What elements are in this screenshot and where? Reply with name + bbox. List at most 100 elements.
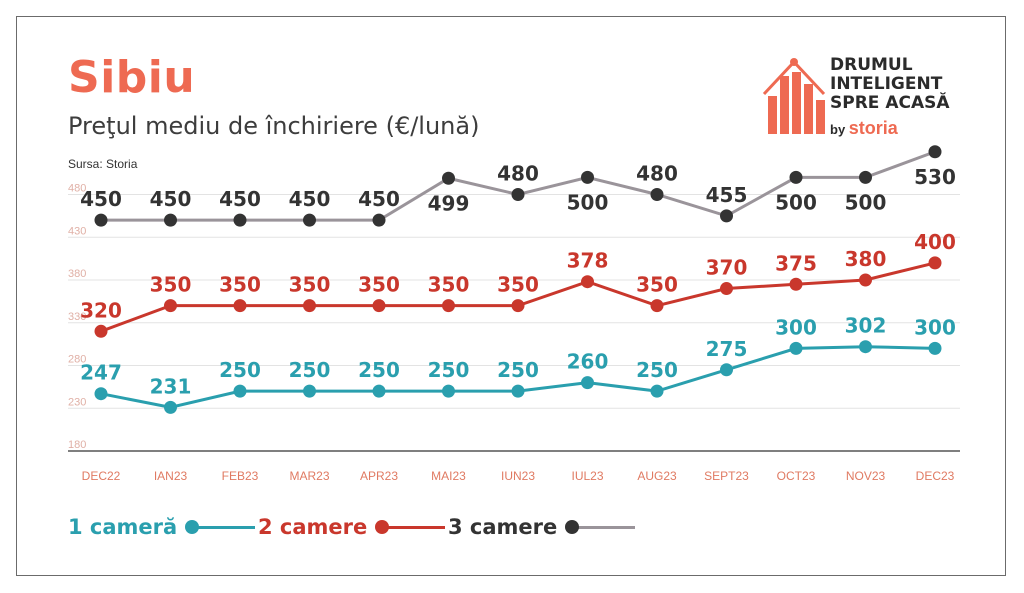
x-tick-label: MAR23 xyxy=(289,469,329,483)
data-point xyxy=(511,299,525,313)
data-point xyxy=(789,170,803,184)
data-point xyxy=(511,384,525,398)
x-tick-label: IUN23 xyxy=(501,469,535,483)
data-label: 450 xyxy=(358,187,400,211)
data-label: 500 xyxy=(775,190,817,214)
data-point xyxy=(94,387,108,401)
data-label: 450 xyxy=(219,187,261,211)
house-bars-logo-icon xyxy=(762,58,826,134)
data-label: 380 xyxy=(845,247,887,271)
y-tick-label: 230 xyxy=(68,396,86,408)
data-point xyxy=(789,277,803,291)
data-label: 499 xyxy=(428,191,470,215)
y-tick-label: 430 xyxy=(68,225,86,237)
y-tick-label: 480 xyxy=(68,183,86,195)
x-tick-label: DEC23 xyxy=(916,469,955,483)
legend-item-2-camere: 2 camere xyxy=(258,510,446,544)
chart-subtitle: Preţul mediu de închiriere (€/lună) xyxy=(68,112,480,140)
data-label: 250 xyxy=(636,358,678,382)
data-point xyxy=(720,209,733,223)
data-point xyxy=(372,213,386,227)
data-label: 350 xyxy=(636,273,678,297)
data-point xyxy=(650,188,664,201)
x-tick-label: OCT23 xyxy=(777,469,816,483)
data-point xyxy=(94,324,108,338)
x-tick-label: MAI23 xyxy=(431,469,466,483)
data-label: 250 xyxy=(289,358,331,382)
chart-frame xyxy=(16,16,1006,576)
x-tick-label: IUL23 xyxy=(571,469,603,483)
data-point xyxy=(859,170,872,184)
data-point xyxy=(442,384,455,398)
data-point xyxy=(720,363,733,377)
data-point xyxy=(511,188,525,201)
legend-swatch xyxy=(375,520,446,534)
legend-label: 1 cameră xyxy=(68,515,178,539)
data-label: 350 xyxy=(289,273,331,297)
y-tick-label: 330 xyxy=(68,311,86,323)
data-point xyxy=(581,275,594,289)
data-point xyxy=(94,213,108,227)
legend-swatch xyxy=(185,520,256,534)
data-point xyxy=(581,170,594,184)
data-label: 250 xyxy=(358,358,400,382)
data-label: 450 xyxy=(80,187,122,211)
data-point xyxy=(164,213,177,227)
data-point xyxy=(859,340,872,354)
data-label: 450 xyxy=(289,187,331,211)
data-point xyxy=(164,400,177,414)
y-tick-label: 380 xyxy=(68,268,86,280)
storia-logo: DRUMUL INTELIGENT SPRE ACASĂ by storia xyxy=(760,54,970,144)
data-label: 500 xyxy=(845,190,887,214)
y-tick-label: 180 xyxy=(68,439,86,451)
data-point xyxy=(789,341,803,355)
legend-item-1-camera: 1 cameră xyxy=(68,510,256,544)
data-label: 300 xyxy=(914,315,956,339)
data-label: 480 xyxy=(636,162,678,186)
data-label: 500 xyxy=(567,190,609,214)
data-label: 455 xyxy=(706,183,748,207)
data-point xyxy=(303,213,316,227)
data-point xyxy=(233,299,247,313)
data-label: 450 xyxy=(150,187,192,211)
data-label: 350 xyxy=(497,273,539,297)
x-tick-label: NOV23 xyxy=(846,469,886,483)
data-point xyxy=(442,171,455,185)
legend-swatch xyxy=(565,520,636,534)
data-point xyxy=(650,384,664,398)
data-label: 350 xyxy=(428,273,470,297)
data-label: 480 xyxy=(497,162,539,186)
data-point xyxy=(859,273,872,287)
data-point xyxy=(928,145,942,159)
data-point xyxy=(581,376,594,390)
data-point xyxy=(303,299,316,313)
x-tick-label: FEB23 xyxy=(222,469,259,483)
x-tick-label: IAN23 xyxy=(154,469,188,483)
data-label: 350 xyxy=(150,273,192,297)
data-label: 231 xyxy=(150,374,192,398)
data-label: 370 xyxy=(706,256,748,280)
data-label: 530 xyxy=(914,165,956,189)
data-label: 350 xyxy=(358,273,400,297)
y-tick-label: 280 xyxy=(68,354,86,366)
x-tick-label: SEPT23 xyxy=(704,469,749,483)
data-label: 350 xyxy=(219,273,261,297)
legend-label: 2 camere xyxy=(258,515,368,539)
data-label: 375 xyxy=(775,251,817,275)
data-label: 320 xyxy=(80,298,122,322)
data-point xyxy=(233,384,247,398)
data-label: 378 xyxy=(567,249,609,273)
legend-item-3-camere: 3 camere xyxy=(448,510,636,544)
x-tick-label: APR23 xyxy=(360,469,398,483)
legend-label: 3 camere xyxy=(448,515,558,539)
data-point xyxy=(164,299,177,313)
data-point xyxy=(650,299,664,313)
logo-byline: by storia xyxy=(830,118,898,138)
data-label: 250 xyxy=(219,358,261,382)
source-note: Sursa: Storia xyxy=(68,157,138,171)
data-point xyxy=(372,384,386,398)
data-label: 300 xyxy=(775,315,817,339)
x-tick-label: DEC22 xyxy=(82,469,121,483)
data-label: 400 xyxy=(914,230,956,254)
